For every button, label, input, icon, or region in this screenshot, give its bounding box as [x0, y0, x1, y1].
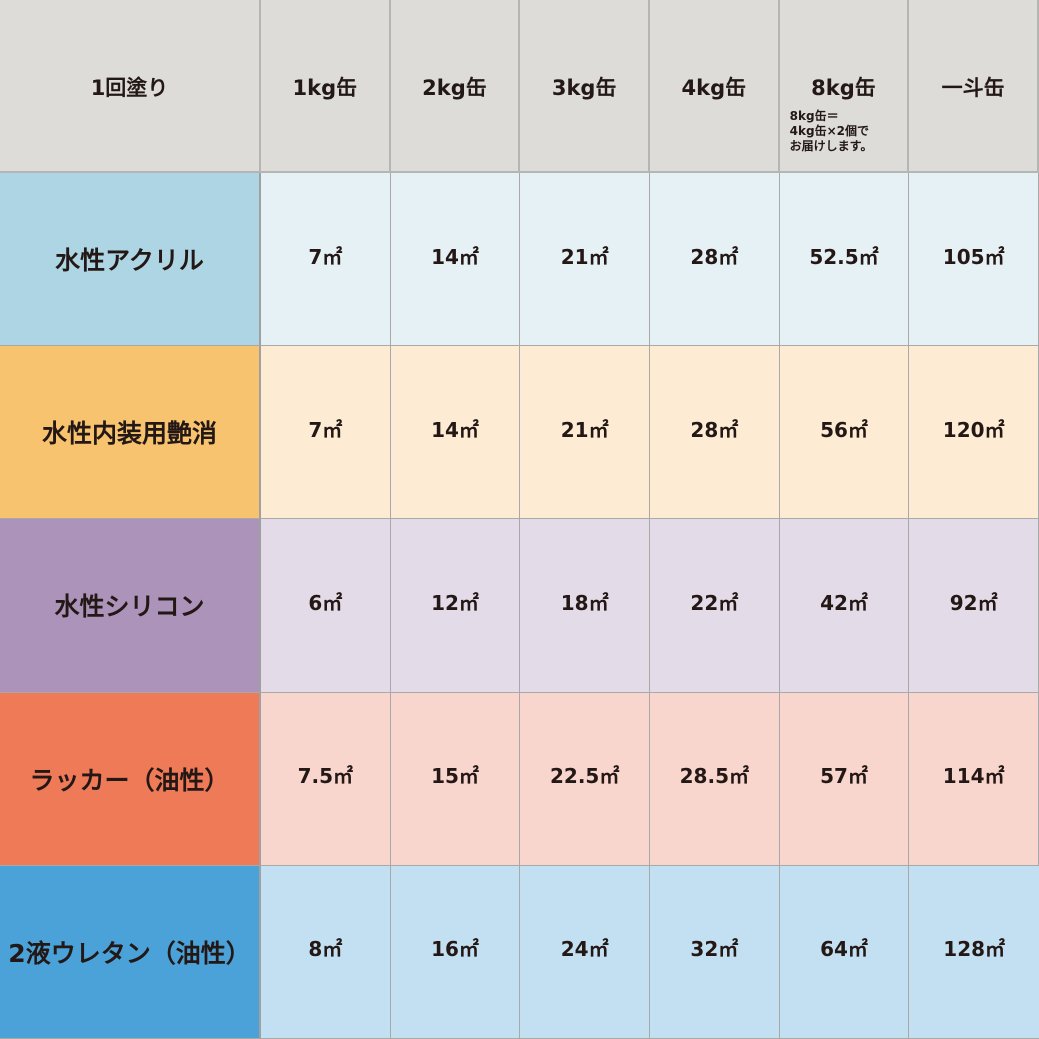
- row-label: ラッカー（油性）: [0, 692, 261, 866]
- table-cell: 28㎡: [650, 346, 780, 520]
- table-cell: 7.5㎡: [261, 692, 391, 866]
- table-cell: 12㎡: [390, 519, 521, 693]
- table-cell: 64㎡: [779, 865, 910, 1039]
- column-header-label: 3kg缶: [551, 76, 617, 100]
- column-header-label: 4kg缶: [681, 76, 747, 100]
- column-header-label: 2kg缶: [422, 76, 487, 100]
- column-header-label: 8kg缶: [811, 76, 876, 100]
- column-header: 2kg缶: [390, 0, 521, 173]
- table-cell: 7㎡: [261, 346, 391, 520]
- table-cell: 32㎡: [650, 865, 780, 1039]
- table-cell: 28.5㎡: [650, 692, 780, 866]
- table-cell: 16㎡: [390, 865, 521, 1039]
- row-label: 水性シリコン: [0, 519, 261, 693]
- table-cell: 92㎡: [909, 519, 1039, 693]
- table-cell: 22.5㎡: [520, 692, 650, 866]
- table-cell: 15㎡: [390, 692, 521, 866]
- table-cell: 21㎡: [520, 346, 650, 520]
- table-cell: 57㎡: [779, 692, 910, 866]
- table-cell: 114㎡: [909, 692, 1039, 866]
- table-cell: 22㎡: [650, 519, 780, 693]
- column-header: 一斗缶: [909, 0, 1039, 173]
- row-label: 水性アクリル: [0, 173, 261, 347]
- table-cell: 105㎡: [909, 173, 1039, 347]
- column-header-label: 一斗缶: [941, 76, 1005, 100]
- table-cell: 52.5㎡: [779, 173, 910, 347]
- table-cell: 14㎡: [390, 346, 521, 520]
- table-cell: 21㎡: [520, 173, 650, 347]
- table-cell: 42㎡: [779, 519, 910, 693]
- column-header: 3kg缶: [520, 0, 650, 173]
- column-header-note: 8kg缶＝ 4kg缶×2個で お届けします。: [789, 109, 873, 153]
- table-cell: 24㎡: [520, 865, 650, 1039]
- table-cell: 56㎡: [779, 346, 910, 520]
- row-label: 2液ウレタン（油性）: [0, 865, 261, 1039]
- column-header-label: 1kg缶: [292, 76, 358, 100]
- header-corner: 1回塗り: [0, 0, 261, 173]
- column-header: 4kg缶: [650, 0, 780, 173]
- table-cell: 6㎡: [261, 519, 391, 693]
- table-cell: 28㎡: [650, 173, 780, 347]
- table-cell: 128㎡: [909, 865, 1039, 1039]
- column-header: 8kg缶 8kg缶＝ 4kg缶×2個で お届けします。: [779, 0, 910, 173]
- table-cell: 14㎡: [390, 173, 521, 347]
- table-cell: 18㎡: [520, 519, 650, 693]
- column-header: 1kg缶: [261, 0, 391, 173]
- table-cell: 7㎡: [261, 173, 391, 347]
- table-cell: 8㎡: [261, 865, 391, 1039]
- table-cell: 120㎡: [909, 346, 1039, 520]
- row-label: 水性内装用艶消: [0, 346, 261, 520]
